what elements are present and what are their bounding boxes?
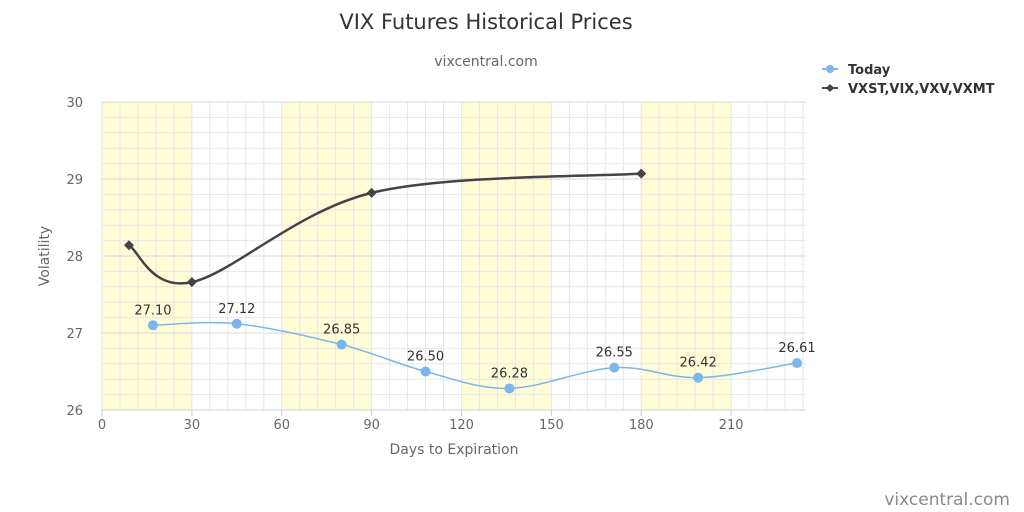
legend-marker-today: [826, 65, 834, 73]
y-axis-ticks: 26 27 28 29 30: [66, 96, 83, 419]
term-structure-point: [366, 187, 377, 198]
x-tick-label: 0: [98, 418, 106, 433]
today-data-label: 26.85: [323, 323, 360, 338]
y-tick-label: 29: [66, 173, 83, 188]
term-structure-point: [123, 240, 134, 251]
today-point: [609, 362, 620, 373]
y-tick-label: 30: [66, 96, 83, 111]
series-layer: 27.10 27.12 26.85 26.50 26.28 26.55 26.42 26.61: [123, 168, 816, 394]
legend-item-today[interactable]: Today: [822, 63, 891, 78]
chart-subtitle: vixcentral.com: [434, 54, 537, 70]
x-tick-label: 180: [629, 418, 654, 433]
today-point: [336, 339, 347, 350]
x-tick-label: 120: [449, 418, 474, 433]
legend-label-term-structure: VXST,VIX,VXV,VXMT: [848, 82, 995, 97]
x-axis-title: Days to Expiration: [390, 442, 519, 458]
term-structure-point: [636, 168, 647, 179]
x-tick-label: 30: [184, 418, 201, 433]
today-data-label: 26.55: [596, 346, 633, 361]
today-data-label: 27.10: [134, 303, 171, 318]
y-tick-label: 28: [66, 250, 83, 265]
today-data-label: 26.61: [778, 341, 815, 356]
today-data-label: 26.50: [407, 350, 444, 365]
y-axis-title: Volatility: [37, 226, 53, 286]
today-point: [420, 366, 431, 377]
legend-label-today: Today: [848, 63, 891, 78]
today-data-label: 26.28: [491, 366, 528, 381]
today-point: [504, 383, 515, 394]
term-structure-point: [186, 277, 197, 288]
chart-title: VIX Futures Historical Prices: [339, 10, 632, 34]
y-tick-label: 26: [66, 404, 83, 419]
x-tick-label: 90: [363, 418, 380, 433]
legend-marker-term-structure: [826, 84, 834, 92]
x-tick-label: 150: [539, 418, 564, 433]
today-point: [792, 358, 803, 369]
x-axis-ticks: 0 30 60 90 120 150 180 210: [98, 410, 744, 433]
x-tick-label: 210: [719, 418, 744, 433]
term-structure-line: [128, 172, 642, 285]
legend[interactable]: Today VXST,VIX,VXV,VXMT: [822, 63, 995, 97]
y-tick-label: 27: [66, 327, 83, 342]
x-tick-label: 60: [273, 418, 290, 433]
today-point: [231, 318, 242, 329]
credit-text[interactable]: vixcentral.com: [884, 490, 1010, 510]
legend-item-term-structure[interactable]: VXST,VIX,VXV,VXMT: [822, 82, 995, 97]
today-point: [147, 320, 158, 331]
today-data-label: 27.12: [218, 302, 255, 317]
today-point: [693, 372, 704, 383]
grid-lines: [101, 101, 806, 411]
today-data-label: 26.42: [680, 356, 717, 371]
